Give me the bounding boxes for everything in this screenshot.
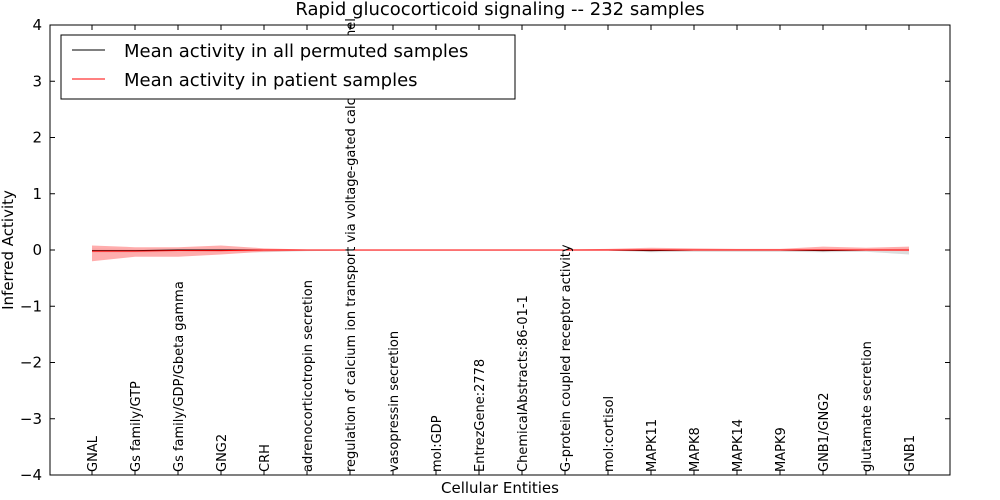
x-tick-label: adrenocorticotropin secretion [301, 280, 316, 472]
x-tick-label: mol:GDP [430, 415, 445, 472]
plot-area [92, 245, 909, 262]
x-tick-label: GNB1 [903, 435, 918, 472]
series-line-1[interactable] [92, 249, 909, 252]
legend-box [60, 34, 516, 100]
x-tick-label: mol:cortisol [602, 396, 617, 472]
y-tick-label: −1 [20, 297, 42, 315]
y-tick-label: −4 [20, 466, 42, 484]
y-tick-label: 2 [32, 129, 42, 147]
x-tick-label: MAPK11 [645, 419, 660, 472]
chart-title: Rapid glucocorticoid signaling -- 232 sa… [295, 0, 704, 20]
y-tick-label: −2 [20, 354, 42, 372]
y-axis-label: Inferred Activity [0, 190, 17, 310]
x-tick-label: GNAL [86, 435, 101, 472]
x-tick-label: glutamate secretion [860, 341, 875, 472]
x-tick-label: regulation of calcium ion transport via … [344, 18, 359, 472]
x-tick-label: G-protein coupled receptor activity [559, 244, 574, 472]
x-tick-label: MAPK8 [688, 427, 703, 472]
legend-label-patient: Mean activity in patient samples [124, 70, 418, 91]
x-tick-label: GNB1/GNG2 [817, 392, 832, 472]
y-tick-label: 3 [32, 72, 42, 90]
x-tick-label: EntrezGene:2778 [473, 359, 488, 472]
x-tick-label: MAPK9 [774, 427, 789, 472]
y-tick-label: −3 [20, 410, 42, 428]
x-axis: GNAL Gs family/GTP Gs family/GDP/Gbeta gam… [86, 18, 918, 475]
y-tick-label: 4 [32, 16, 42, 34]
legend[interactable]: Mean activity in all permuted samples Me… [60, 34, 516, 100]
x-tick-label: MAPK14 [731, 419, 746, 472]
x-tick-label: Gs family/GDP/Gbeta gamma [172, 281, 187, 472]
series-band-1 [92, 245, 909, 262]
y-tick-label: 0 [32, 241, 42, 259]
legend-label-permuted: Mean activity in all permuted samples [124, 41, 468, 62]
x-tick-label: CRH [258, 444, 273, 472]
x-tick-label: ChemicalAbstracts:86-01-1 [516, 295, 531, 472]
x-axis-label: Cellular Entities [441, 479, 559, 497]
y-axis: 4 3 2 1 0 −1 −2 −3 −4 [20, 16, 950, 484]
y-tick-label: 1 [32, 185, 42, 203]
x-tick-label: GNG2 [215, 434, 230, 472]
x-tick-label: vasopressin secretion [387, 331, 402, 472]
x-tick-label: Gs family/GTP [129, 381, 144, 472]
